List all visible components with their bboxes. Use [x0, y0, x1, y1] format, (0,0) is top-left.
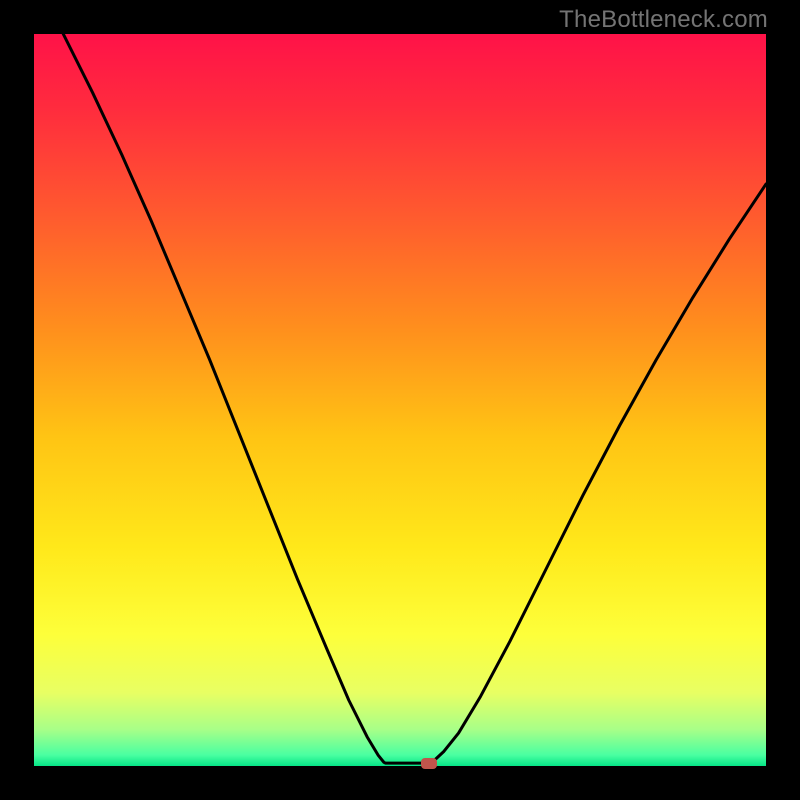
optimal-point-marker	[421, 758, 437, 769]
watermark-text: TheBottleneck.com	[559, 6, 768, 34]
chart-frame: TheBottleneck.com	[0, 0, 800, 800]
plot-area	[34, 34, 766, 766]
bottleneck-curve	[34, 34, 766, 766]
